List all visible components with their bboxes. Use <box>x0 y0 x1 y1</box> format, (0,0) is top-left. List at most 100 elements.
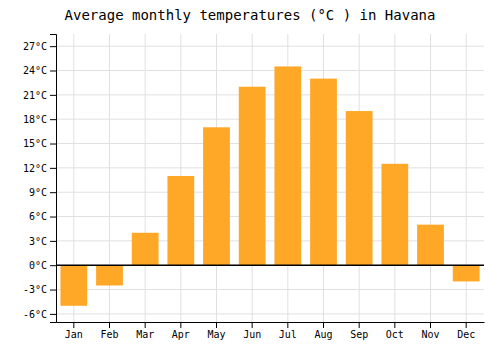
x-tick: Jun <box>243 322 261 340</box>
y-tick-label: 6°C <box>29 211 47 222</box>
y-grid-line <box>56 143 484 144</box>
y-tick: 21°C <box>23 90 56 101</box>
y-tick-label: 18°C <box>23 114 47 125</box>
x-tick-label: Jun <box>243 329 261 340</box>
x-tick-mark <box>323 322 324 328</box>
y-grid-line <box>56 70 484 71</box>
x-tick-label: Dec <box>457 329 475 340</box>
y-tick-mark <box>50 71 56 72</box>
y-tick-mark <box>50 265 56 266</box>
y-tick-mark <box>50 217 56 218</box>
x-tick: Feb <box>100 322 118 340</box>
x-tick: Aug <box>314 322 332 340</box>
bar <box>417 225 444 266</box>
chart-title: Average monthly temperatures (°C ) in Ha… <box>65 7 436 23</box>
y-tick: 12°C <box>23 163 56 174</box>
bar <box>274 66 301 265</box>
y-tick-mark <box>50 46 56 47</box>
y-grid-line <box>56 192 484 193</box>
y-tick: 18°C <box>23 114 56 125</box>
y-tick-label: 15°C <box>23 138 47 149</box>
y-tick: -3°C <box>23 284 56 295</box>
x-axis-line <box>57 322 485 323</box>
y-tick-mark <box>50 168 56 169</box>
y-grid-line <box>56 46 484 47</box>
y-tick-label: 27°C <box>23 41 47 52</box>
y-axis: -6°C -3°C 0°C 3°C 6°C 9°C 12°C 15°C 18°C 21°C 24°C… <box>23 35 57 323</box>
x-tick-mark <box>287 322 288 328</box>
x-tick: Nov <box>421 322 439 340</box>
y-grid-line <box>56 289 484 290</box>
x-tick-label: Sep <box>350 329 368 340</box>
x-tick-mark <box>73 322 74 328</box>
bar <box>96 265 123 285</box>
bar <box>310 79 337 266</box>
x-tick-label: May <box>207 329 225 340</box>
y-tick: 6°C <box>29 211 56 222</box>
y-grid-line <box>56 313 484 314</box>
bar <box>60 265 87 306</box>
x-axis: Jan Feb Mar Apr May Jun Jul Aug Sep Oct Nov Dec <box>57 322 485 340</box>
x-tick-label: Apr <box>172 329 190 340</box>
x-tick-label: Nov <box>421 329 439 340</box>
x-tick-mark <box>466 322 467 328</box>
x-tick: Mar <box>136 322 154 340</box>
x-tick: Jul <box>279 322 297 340</box>
x-tick-mark <box>394 322 395 328</box>
bar <box>167 176 194 265</box>
y-tick: 24°C <box>23 65 56 76</box>
y-tick-label: 24°C <box>23 65 47 76</box>
x-grid-line <box>145 34 146 322</box>
x-tick: Jan <box>65 322 83 340</box>
x-tick: Oct <box>386 322 404 340</box>
grid <box>56 34 484 322</box>
x-tick-mark <box>430 322 431 328</box>
y-tick-label: -6°C <box>23 309 47 320</box>
y-axis-line <box>50 35 57 323</box>
bar <box>203 127 230 265</box>
y-tick: 0°C <box>29 260 56 271</box>
y-tick: 9°C <box>29 187 56 198</box>
y-tick: 3°C <box>29 236 56 247</box>
y-tick-mark <box>50 314 56 315</box>
x-tick-mark <box>180 322 181 328</box>
y-tick-label: 12°C <box>23 163 47 174</box>
x-tick: May <box>207 322 225 340</box>
y-tick-label: 9°C <box>29 187 47 198</box>
y-grid-line <box>56 216 484 217</box>
y-tick: 15°C <box>23 138 56 149</box>
x-tick-label: Oct <box>386 329 404 340</box>
y-tick-label: 21°C <box>23 90 47 101</box>
y-tick-label: 3°C <box>29 236 47 247</box>
x-tick-mark <box>145 322 146 328</box>
x-tick-label: Feb <box>100 329 118 340</box>
x-tick-mark <box>252 322 253 328</box>
y-tick: 27°C <box>23 41 56 52</box>
y-tick-mark <box>50 119 56 120</box>
x-tick-label: Mar <box>136 329 154 340</box>
bar <box>132 233 159 265</box>
x-tick: Apr <box>172 322 190 340</box>
y-tick-mark <box>50 95 56 96</box>
x-tick-mark <box>109 322 110 328</box>
x-tick-label: Aug <box>314 329 332 340</box>
y-tick-mark <box>50 241 56 242</box>
y-tick-mark <box>50 290 56 291</box>
zero-line <box>56 264 484 266</box>
y-tick-mark <box>50 192 56 193</box>
plot-area: -6°C -3°C 0°C 3°C 6°C 9°C 12°C 15°C 18°C 21°C 24°C… <box>23 34 485 340</box>
x-tick: Dec <box>457 322 475 340</box>
bar <box>346 111 373 265</box>
y-grid-line <box>56 119 484 120</box>
x-tick-mark <box>216 322 217 328</box>
bar <box>381 164 408 265</box>
x-tick-label: Jan <box>65 329 83 340</box>
x-tick-label: Jul <box>279 329 297 340</box>
x-tick: Sep <box>350 322 368 340</box>
y-grid-line <box>56 94 484 95</box>
bar <box>239 87 266 265</box>
y-tick-label: -3°C <box>23 284 47 295</box>
y-tick: -6°C <box>23 309 56 320</box>
bar <box>453 265 480 281</box>
y-tick-label: 0°C <box>29 260 47 271</box>
